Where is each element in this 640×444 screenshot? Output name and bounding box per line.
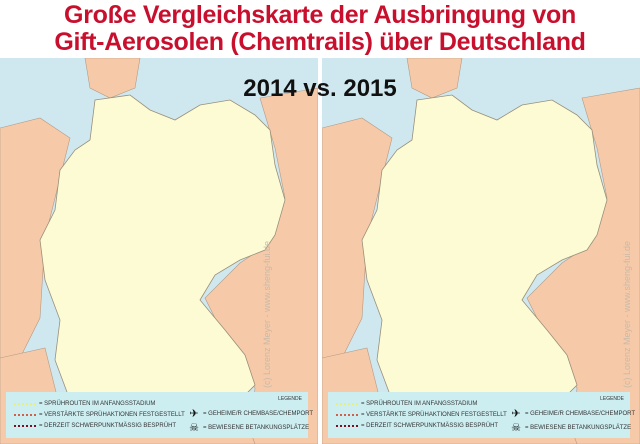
legend-label: = Derzeit schwerpunktmässig besprüht <box>361 423 499 429</box>
watermark: (c) Lorenz Meyer - www.sheng-fui.de <box>622 240 632 388</box>
title-line-1: Große Vergleichskarte der Ausbringung vo… <box>64 1 576 29</box>
dotted-line-darkred-icon <box>336 425 358 427</box>
legend-label: = Sprührouten im Anfangsstadium <box>39 401 156 407</box>
legend: Legende = Sprührouten im Anfangsstadium … <box>328 392 635 438</box>
germany-map-2015 <box>322 58 640 444</box>
dotted-line-darkred-icon <box>14 425 36 427</box>
legend-label: = Sprührouten im Anfangsstadium <box>361 401 478 407</box>
legend-label: = Verstärkte Sprühaktionen festgestellt <box>361 412 507 418</box>
legend-label: = Verstärkte Sprühaktionen festgestellt <box>39 412 185 418</box>
map-panel-2014: (c) Lorenz Meyer - www.sheng-fui.de Lege… <box>0 58 318 444</box>
legend-heading: Legende <box>600 396 624 402</box>
legend-label: = Bewiesene Betankungsplätze <box>203 424 310 431</box>
airplane-icon: ✈ <box>511 408 521 420</box>
legend-label: = Geheime/r Chembase/Chemport <box>525 410 636 417</box>
legend-heading: Legende <box>278 396 302 402</box>
legend-label: = Derzeit schwerpunktmässig besprüht <box>39 423 177 429</box>
dotted-line-yellow-icon <box>14 403 36 405</box>
dotted-line-red-icon <box>14 414 36 416</box>
legend-label: = Geheime/r Chembase/Chemport <box>203 410 314 417</box>
legend: Legende = Sprührouten im Anfangsstadium … <box>6 392 313 438</box>
comparison-subtitle: 2014 vs. 2015 <box>243 75 397 102</box>
watermark: (c) Lorenz Meyer - www.sheng-fui.de <box>262 240 272 388</box>
skull-tanker-icon: ☠ <box>511 422 521 434</box>
dotted-line-yellow-icon <box>336 403 358 405</box>
map-panel-2015: (c) Lorenz Meyer - www.sheng-fui.de Lege… <box>322 58 640 444</box>
title-line-2: Gift-Aerosolen (Chemtrails) über Deutsch… <box>54 28 586 56</box>
dotted-line-red-icon <box>336 414 358 416</box>
airplane-icon: ✈ <box>189 408 199 420</box>
legend-label: = Bewiesene Betankungsplätze <box>525 424 632 431</box>
skull-tanker-icon: ☠ <box>189 422 199 434</box>
